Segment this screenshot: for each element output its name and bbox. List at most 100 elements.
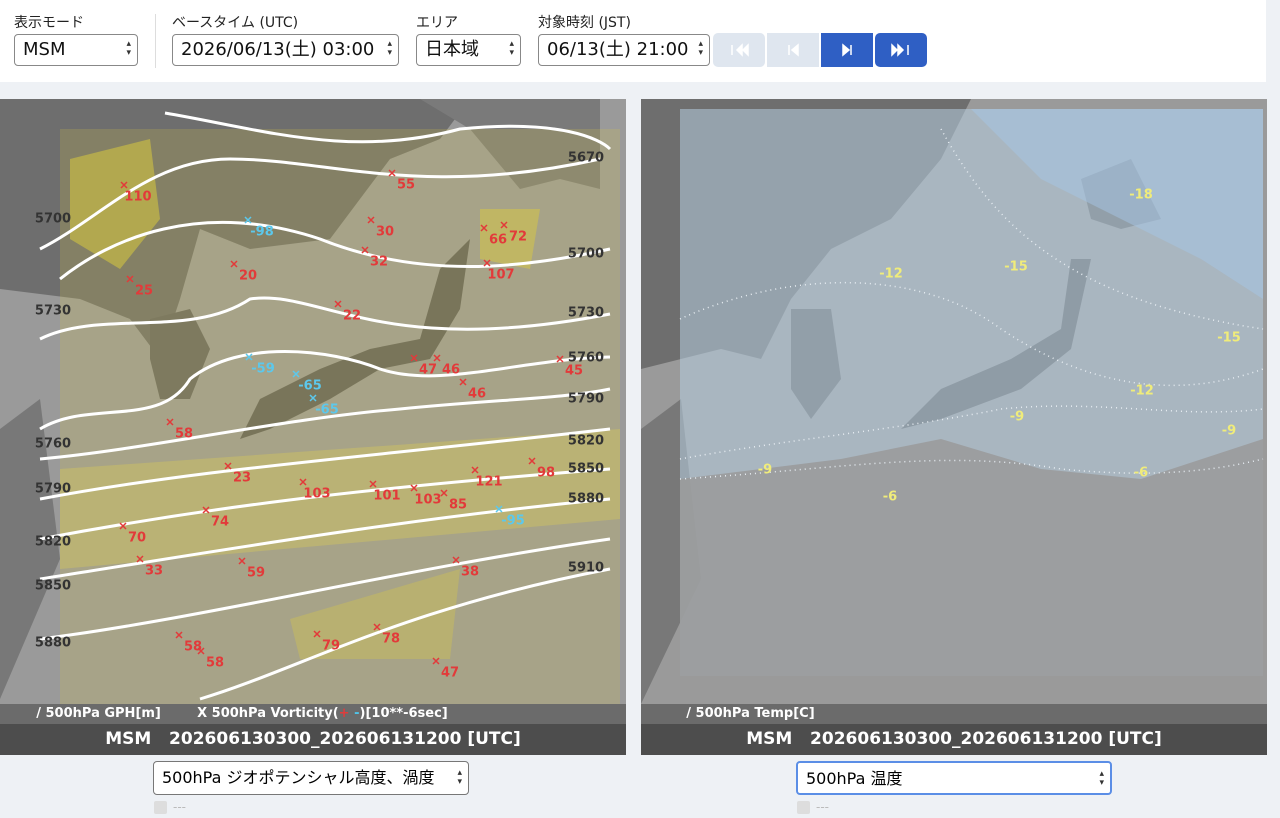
contour-label: -9 <box>1010 410 1024 425</box>
marker <box>245 353 253 361</box>
next-button[interactable] <box>821 33 873 67</box>
vorticity-label: 46 <box>442 363 460 378</box>
contour-label: 5730 <box>568 306 604 321</box>
vorticity-label: 78 <box>382 632 400 647</box>
marker <box>440 489 448 497</box>
marker <box>483 259 491 267</box>
marker <box>309 394 317 402</box>
separator <box>155 14 156 68</box>
contour-label: -15 <box>1004 260 1028 275</box>
select[interactable]: 500hPa 温度 <box>796 761 1112 795</box>
vorticity-label: 20 <box>239 269 257 284</box>
vorticity-label: -65 <box>315 403 339 418</box>
marker <box>432 657 440 665</box>
contour-label: 5880 <box>568 492 604 507</box>
marker <box>388 169 396 177</box>
marker <box>367 216 375 224</box>
vorticity-label: 55 <box>397 178 415 193</box>
contour-label: -12 <box>1130 384 1154 399</box>
select[interactable]: 日本域 <box>416 34 521 66</box>
prev-button[interactable] <box>767 33 819 67</box>
contour-label: 5850 <box>35 579 71 594</box>
contour-label: 5820 <box>35 535 71 550</box>
caption: MSM 202606130300_202606131200 [UTC] <box>0 724 626 755</box>
vorticity-label: -65 <box>298 379 322 394</box>
contour-label: 5700 <box>568 247 604 262</box>
vorticity-label: 103 <box>414 493 441 508</box>
vorticity-label: 98 <box>537 466 555 481</box>
marker <box>175 631 183 639</box>
marker <box>452 556 460 564</box>
select[interactable]: 2026/06/13(土) 03:00 <box>172 34 399 66</box>
control-label: 表示モード <box>14 15 84 31</box>
contour-label: -6 <box>883 490 897 505</box>
select[interactable]: 06/13(土) 21:00 <box>538 34 710 66</box>
contour-label: -9 <box>1222 424 1236 439</box>
legend: / 500hPa Temp[C] <box>686 706 815 721</box>
marker <box>459 378 467 386</box>
select[interactable]: MSM <box>14 34 138 66</box>
legend: + <box>338 706 350 721</box>
last-button[interactable] <box>875 33 927 67</box>
vorticity-label: 58 <box>206 656 224 671</box>
checkbox[interactable]: --- <box>154 800 186 814</box>
vorticity-label: 85 <box>449 498 467 513</box>
marker <box>334 300 342 308</box>
marker <box>299 478 307 486</box>
legend: - <box>354 706 360 721</box>
marker <box>292 370 300 378</box>
first-button[interactable] <box>713 33 765 67</box>
vorticity-label: 47 <box>419 363 437 378</box>
marker <box>126 275 134 283</box>
select[interactable]: 500hPa ジオポテンシャル高度、渦度 <box>153 761 469 795</box>
vorticity-label: 38 <box>461 565 479 580</box>
contour-label: -18 <box>1129 188 1153 203</box>
marker <box>197 647 205 655</box>
vorticity-label: -59 <box>251 362 275 377</box>
vorticity-label: 101 <box>373 489 400 504</box>
temp-map: -18 -12 -15 -15 -12 -9 -9 -9 -6 -6 <box>641 99 1267 704</box>
vorticity-label: 110 <box>124 190 151 205</box>
contour-label: 5880 <box>35 636 71 651</box>
legend: / 500hPa GPH[m] <box>36 706 161 721</box>
marker <box>166 418 174 426</box>
legend-bar: / 500hPa Temp[C] <box>641 704 1267 724</box>
marker <box>224 462 232 470</box>
marker <box>410 354 418 362</box>
marker <box>500 221 508 229</box>
contour-label: -15 <box>1217 331 1241 346</box>
vorticity-label: 23 <box>233 471 251 486</box>
vorticity-label: 58 <box>175 427 193 442</box>
vorticity-label: 25 <box>135 284 153 299</box>
vorticity-label: 66 <box>489 233 507 248</box>
vorticity-label: 121 <box>475 475 502 490</box>
contour-label: 5820 <box>568 434 604 449</box>
marker <box>202 506 210 514</box>
contour-label: 5760 <box>568 351 604 366</box>
contour-label: 5910 <box>568 561 604 576</box>
contour-label: 5760 <box>35 437 71 452</box>
vorticity-label: 79 <box>322 639 340 654</box>
contour-label: -6 <box>1134 466 1148 481</box>
contour-label: 5790 <box>568 392 604 407</box>
contour-label: 5670 <box>568 151 604 166</box>
marker <box>373 623 381 631</box>
marker <box>136 555 144 563</box>
contour-label: -9 <box>758 463 772 478</box>
marker <box>313 630 321 638</box>
control-label: ベースタイム (UTC) <box>172 15 299 31</box>
checkbox[interactable]: --- <box>797 800 829 814</box>
vorticity-label: 22 <box>343 309 361 324</box>
vorticity-label: 59 <box>247 566 265 581</box>
marker <box>230 260 238 268</box>
marker <box>119 522 127 530</box>
marker <box>495 505 503 513</box>
vorticity-label: 70 <box>128 531 146 546</box>
map-panel: -18 -12 -15 -15 -12 -9 -9 -9 -6 -6 / 500hPa Temp[… <box>641 99 1267 755</box>
vorticity-label: 47 <box>441 666 459 681</box>
vorticity-label: 33 <box>145 564 163 579</box>
marker <box>238 557 246 565</box>
marker <box>410 484 418 492</box>
vorticity-label: 46 <box>468 387 486 402</box>
